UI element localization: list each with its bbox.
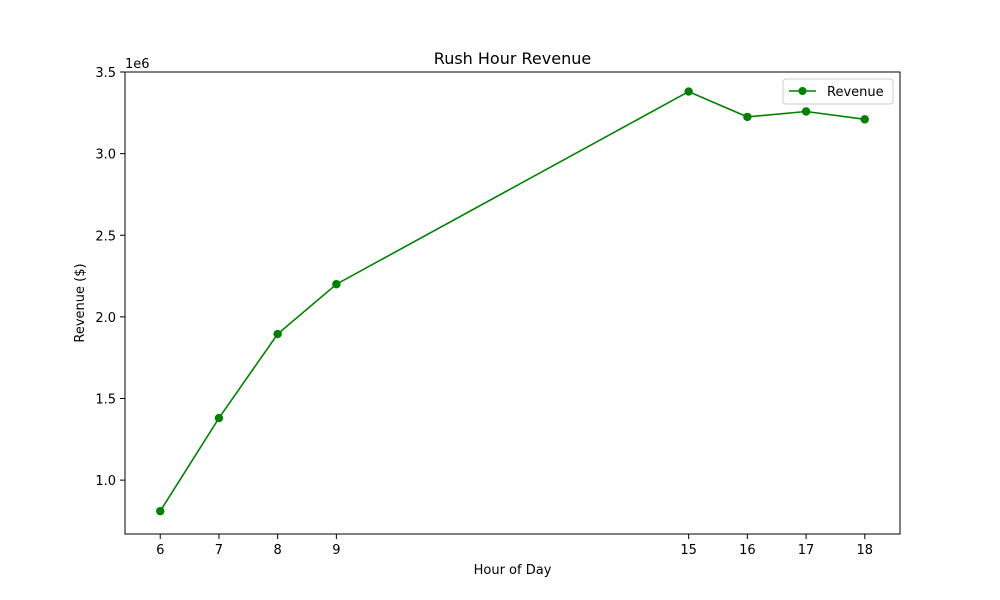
data-point bbox=[860, 115, 869, 124]
series-line-revenue bbox=[159, 90, 865, 512]
data-point bbox=[684, 87, 693, 96]
y-axis-label: Revenue ($) bbox=[73, 263, 88, 342]
x-tick-label: 17 bbox=[798, 543, 815, 558]
x-tick-label: 7 bbox=[215, 543, 223, 558]
plot-area bbox=[124, 71, 901, 535]
series-layer bbox=[156, 87, 869, 516]
data-point bbox=[743, 112, 752, 122]
y-tick-label: 2.0 bbox=[95, 311, 116, 326]
x-axis-label: Hour of Day bbox=[474, 563, 552, 578]
y-tick-label: 2.5 bbox=[95, 229, 116, 244]
legend: Revenue bbox=[782, 78, 894, 105]
x-tick-label: 18 bbox=[856, 543, 873, 558]
y-tick-label: 1.0 bbox=[95, 474, 116, 489]
x-tick-label: 6 bbox=[156, 543, 164, 558]
x-tick-label: 16 bbox=[739, 543, 756, 558]
data-point bbox=[273, 329, 282, 339]
data-point bbox=[332, 280, 341, 289]
y-tick-label: 3.0 bbox=[95, 148, 116, 163]
legend-label: Revenue bbox=[827, 85, 884, 100]
axis-ticks: 6 7 8 9 15 16 17 18 1.0 1.5 2.0 2.5 3.0 3.5 bbox=[95, 66, 873, 558]
legend-marker bbox=[798, 87, 807, 95]
chart-title: Rush Hour Revenue bbox=[434, 49, 591, 68]
legend-box bbox=[782, 78, 894, 105]
y-tick-label: 3.5 bbox=[95, 66, 116, 81]
x-tick-label: 15 bbox=[680, 543, 697, 558]
data-point bbox=[156, 506, 165, 516]
data-point bbox=[214, 413, 224, 423]
data-point bbox=[801, 107, 811, 116]
y-axis-offset-label: 1e6 bbox=[125, 57, 150, 72]
x-tick-label: 8 bbox=[274, 543, 282, 558]
y-tick-label: 1.5 bbox=[95, 393, 116, 408]
x-tick-label: 9 bbox=[332, 543, 340, 558]
